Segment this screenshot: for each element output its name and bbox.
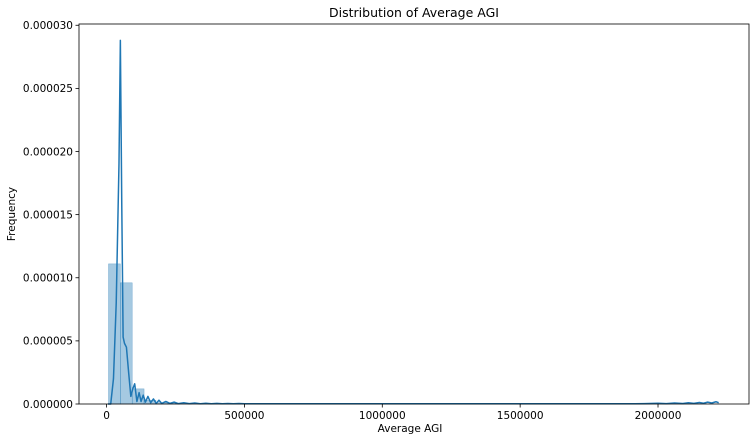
y-tick-label-5: 0.000025 [23, 83, 73, 95]
x-axis-label: Average AGI [378, 423, 443, 435]
y-axis-label: Frequency [6, 187, 18, 241]
x-tick-label-3: 1500000 [497, 410, 544, 422]
x-tick-label-4: 2000000 [635, 410, 682, 422]
x-tick-label-2: 1000000 [359, 410, 406, 422]
y-tick-label-2: 0.000010 [23, 273, 73, 285]
histogram-bars [108, 263, 180, 405]
x-tick-label-0: 0 [103, 410, 110, 422]
y-tick-label-0: 0.000000 [23, 399, 73, 411]
y-tick-label-1: 0.000005 [23, 336, 73, 348]
y-axis-ticks: 0.000000 0.000005 0.000010 0.000015 0.000020… [23, 20, 79, 411]
y-tick-label-6: 0.000030 [23, 20, 73, 32]
y-tick-label-3: 0.000015 [23, 209, 73, 221]
x-axis-ticks: 0 500000 1000000 1500000 2000000 [103, 404, 681, 422]
kde-line-0 [107, 39, 719, 405]
x-tick-label-1: 500000 [224, 410, 264, 422]
kde-line-layer [107, 39, 719, 405]
plot-frame [78, 23, 750, 405]
y-tick-label-4: 0.000020 [23, 146, 73, 158]
chart-title: Distribution of Average AGI [329, 5, 499, 20]
axes [78, 23, 750, 405]
